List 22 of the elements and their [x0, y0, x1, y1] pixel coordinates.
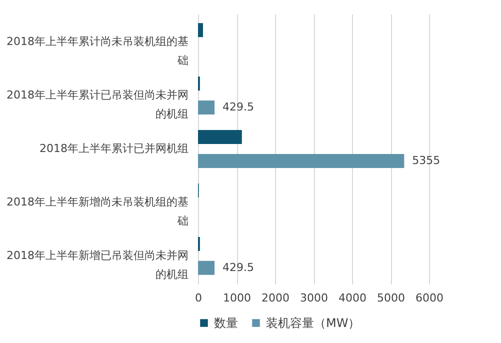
bar	[198, 154, 404, 168]
bar	[198, 100, 215, 114]
bar	[198, 130, 242, 144]
x-tick-label: 6000	[416, 292, 444, 304]
x-tick-label: 4000	[338, 292, 366, 304]
y-tick-label: 2018年上半年累计尚未吊装机组的基础	[6, 35, 188, 68]
x-tick-label: 3000	[300, 292, 328, 304]
bar	[198, 260, 215, 275]
bar	[198, 23, 204, 38]
x-tick-label: 0	[195, 292, 202, 304]
x-tick-label: 5000	[377, 292, 405, 304]
y-tick-label: 2018年上半年新增尚未吊装机组的基础	[6, 195, 188, 228]
y-tick-label: 2018年上半年新增已吊装但尚未并网的机组	[6, 248, 188, 281]
y-tick-label: 2018年上半年累计已并网机组	[40, 142, 188, 155]
data-label: 5355	[412, 154, 440, 167]
data-label: 429.5	[222, 100, 254, 114]
y-tick-label: 2018年上半年累计已吊装但尚未并网的机组	[6, 88, 188, 121]
legend-label: 数量	[214, 316, 238, 330]
legend-label: 装机容量（MW）	[266, 316, 360, 330]
x-tick-label: 1000	[223, 292, 251, 304]
data-label: 429.5	[222, 260, 254, 274]
x-tick-label: 2000	[262, 292, 290, 304]
